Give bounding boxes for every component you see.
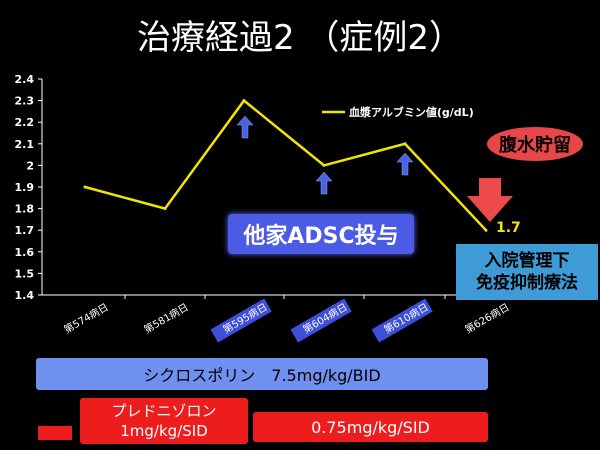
x-tick-label-group: 第581病日 [141,300,190,336]
x-tick-label: 第604病日 [300,300,349,336]
x-tick-label-group: 第574病日 [61,300,110,336]
albumin-series-line [84,98,487,232]
ascites-down-arrow-icon [467,178,513,222]
x-tick-highlight [371,298,433,343]
y-tick-label: 2.4 [15,73,35,86]
y-tick-label: 1.4 [15,289,35,302]
y-tick-label: 1.8 [15,203,35,216]
y-tick-label: 2.3 [15,95,35,108]
albumin-data-point [484,228,488,232]
y-tick-label: 1.6 [15,246,35,259]
x-tick-highlight [210,298,272,343]
x-tick-label: 第626病日 [462,300,511,336]
prednisolone-dose2-bar: 0.75mg/kg/SID [253,412,488,442]
y-tick-label: 1.7 [15,224,35,237]
cyclosporine-bar: シクロスポリン 7.5mg/kg/BID [36,358,488,390]
x-tick-label-group: 第610病日 [371,298,433,343]
slide-title: 治療経過2 （症例2） [136,18,464,58]
prednisolone-label: プレドニゾロン [111,402,217,420]
albumin-data-point [83,185,87,189]
albumin-data-point [322,163,326,167]
dose-up-arrow-icon [236,115,254,139]
ascites-callout: 腹水貯留 [487,127,583,161]
end-value-label: 1.7 [496,220,521,236]
adsc-administration-callout: 他家ADSC投与 [228,214,414,254]
legend-label: 血漿アルブミン値(g/dL) [349,105,474,119]
albumin-data-point [403,142,407,146]
dose-up-arrow-icon [315,171,333,195]
x-tick-label-group: 第595病日 [210,298,272,343]
albumin-data-point [242,99,246,103]
hospital-line2: 免疫抑制療法 [476,273,578,293]
y-tick-label: 2 [26,159,34,172]
x-tick-label-group: 第626病日 [462,300,511,336]
hospital-line1: 入院管理下 [484,251,570,271]
y-tick-label: 1.9 [15,181,35,194]
x-tick-label: 第595病日 [220,300,269,336]
x-tick-label: 第574病日 [61,300,110,336]
x-tick-highlight [290,298,352,343]
prednisolone-bar: プレドニゾロン 1mg/kg/SID [80,398,248,444]
y-tick-label: 2.1 [15,138,35,151]
x-tick-label: 第610病日 [381,300,430,336]
prednisolone-start-bar [38,426,72,440]
y-tick-label: 1.5 [15,267,35,280]
x-tick-label-group: 第604病日 [290,298,352,343]
hospital-immunosuppression-callout: 入院管理下 免疫抑制療法 [456,244,598,300]
prednisolone-dose1: 1mg/kg/SID [120,422,208,440]
dose-up-arrow-icon [396,152,414,176]
albumin-data-point [163,207,167,211]
x-tick-label: 第581病日 [141,300,190,336]
y-tick-label: 2.2 [15,116,35,129]
